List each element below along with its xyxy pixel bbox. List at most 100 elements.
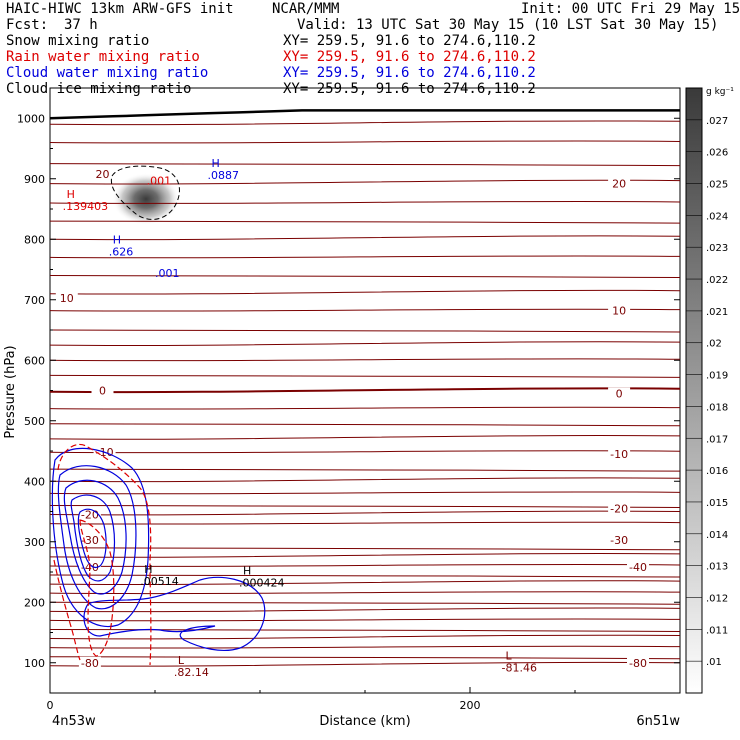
terrain-line xyxy=(49,109,680,120)
snow-contour xyxy=(110,165,180,220)
isotherm-line xyxy=(49,140,681,144)
colorbar-tick-label: .027 xyxy=(706,116,728,127)
isotherm-label: -40 xyxy=(629,561,647,574)
isotherm-line xyxy=(49,435,681,440)
isotherm-line xyxy=(49,423,681,427)
rain-water-contours xyxy=(53,443,152,666)
legend-series-xy: XY= 259.5, 91.6 to 274.6,110.2 xyxy=(283,65,536,81)
x-start-label: 4n53w xyxy=(52,714,96,729)
isotherm-line xyxy=(49,521,681,525)
isotherm-line xyxy=(49,387,681,394)
colorbar-tick-label: .014 xyxy=(706,530,728,541)
isotherm-line xyxy=(49,553,681,558)
cloud-water-extremum-value: .626 xyxy=(109,245,134,258)
isotherm-line xyxy=(49,510,681,516)
legend-series-name: Rain water mixing ratio xyxy=(6,49,200,65)
isotherm-line xyxy=(49,661,681,667)
rain-extremum-marker: H xyxy=(67,188,75,201)
y-tick-label: 200 xyxy=(24,596,45,609)
legend-series-name: Snow mixing ratio xyxy=(6,33,150,49)
isotherm-label: 0 xyxy=(99,385,106,398)
isotherm-label-bg xyxy=(608,502,631,514)
y-tick-label: 800 xyxy=(24,233,45,246)
isotherm-line xyxy=(49,179,681,185)
legend-series-xy: XY= 259.5, 91.6 to 274.6,110.2 xyxy=(283,49,536,65)
isotherm-line xyxy=(49,580,681,585)
isotherm-line xyxy=(49,406,681,410)
colorbar-tick-label: .026 xyxy=(706,148,728,159)
isotherm-line xyxy=(49,645,681,649)
forecast-label: Fcst: xyxy=(6,17,49,33)
isotherm-line xyxy=(49,235,681,241)
isotherm-line xyxy=(49,618,681,622)
isotherm-label-bg xyxy=(608,177,631,189)
y-tick-label: 1000 xyxy=(17,112,45,125)
isotherm-label-bg xyxy=(608,533,631,545)
isotherm-label: 10 xyxy=(612,305,626,318)
isotherm-label-bg xyxy=(78,656,101,668)
isotherm-line xyxy=(49,574,681,578)
isotherm-line xyxy=(49,563,681,567)
colorbar-tick-label: .018 xyxy=(706,402,728,413)
isotherm-label-bg xyxy=(627,561,649,573)
isotherm-line xyxy=(49,504,681,508)
snow-extremum-value: .00514 xyxy=(140,575,179,588)
colorbar-tick-label: .016 xyxy=(706,466,728,477)
forecast-hours: 37 h xyxy=(64,17,98,33)
cloud-water-extremum-marker: H xyxy=(212,157,220,170)
isotherm-label: -80 xyxy=(629,657,647,670)
isotherm-label: 20 xyxy=(612,178,626,191)
y-tick-label: 900 xyxy=(24,173,45,186)
init-time: Init: 00 UTC Fri 29 May 15 xyxy=(521,1,740,17)
colorbar-tick-label: .023 xyxy=(706,243,728,254)
isotherm-label: -30 xyxy=(610,534,628,547)
cloud-water-extremum-value: .0887 xyxy=(208,169,240,182)
cloud-water-contours xyxy=(51,447,266,652)
isotherm-label: 10 xyxy=(60,292,74,305)
y-tick-label: 300 xyxy=(24,536,45,549)
isotherm-line xyxy=(49,591,681,595)
isotherm-line xyxy=(49,255,681,259)
colorbar-tick-label: .02 xyxy=(706,339,722,350)
isotherm-line xyxy=(49,341,681,346)
isotherm-label-bg xyxy=(627,656,649,668)
colorbar-tick-label: .021 xyxy=(706,307,728,318)
isotherm-label-bg xyxy=(91,167,114,179)
x-axis-label: Distance (km) xyxy=(319,714,410,729)
isotherm-line xyxy=(49,329,681,333)
isotherm-line xyxy=(49,358,681,362)
colorbar-unit: g kg⁻¹ xyxy=(706,87,734,97)
x-tick-label: 200 xyxy=(460,699,481,712)
legend-series-xy: XY= 259.5, 91.6 to 274.6,110.2 xyxy=(283,81,536,97)
rain-extremum-value: .139403 xyxy=(63,200,109,213)
isotherm-line xyxy=(49,374,681,378)
isotherm-line xyxy=(49,607,681,613)
isotherm-line xyxy=(49,547,681,551)
extrema-labels: L.82.14L-81.46H.00514H.000424H.139403.00… xyxy=(63,157,537,679)
temperature-extremum-marker: L xyxy=(506,650,513,663)
x-tick-label: 0 xyxy=(47,699,54,712)
snow-shading xyxy=(112,173,180,225)
isotherm-line xyxy=(49,220,681,224)
isotherm-line xyxy=(49,450,681,454)
y-tick-label: 100 xyxy=(24,657,45,670)
y-axis-label: Pressure (hPa) xyxy=(3,345,18,438)
isotherm-label-bg xyxy=(91,384,114,396)
colorbar xyxy=(685,87,703,694)
isotherm-line xyxy=(49,468,681,472)
cloud-water-extremum-value: .001 xyxy=(155,267,180,280)
isotherm-label-bg xyxy=(608,448,631,460)
isotherm-label: -80 xyxy=(81,657,99,670)
snow-extremum-marker: H xyxy=(243,564,251,577)
colorbar-tick-label: .013 xyxy=(706,562,728,573)
isotherm-label-bg xyxy=(55,291,78,303)
isotherm-label-bg xyxy=(78,508,101,520)
isotherm-label-bg xyxy=(608,387,631,399)
isotherm-label: 0 xyxy=(616,388,623,401)
isotherm-line xyxy=(49,163,681,167)
y-tick-label: 600 xyxy=(24,354,45,367)
isotherm-line xyxy=(49,601,681,605)
chart-title: HAIC-HIWC 13km ARW-GFS init xyxy=(6,1,234,17)
